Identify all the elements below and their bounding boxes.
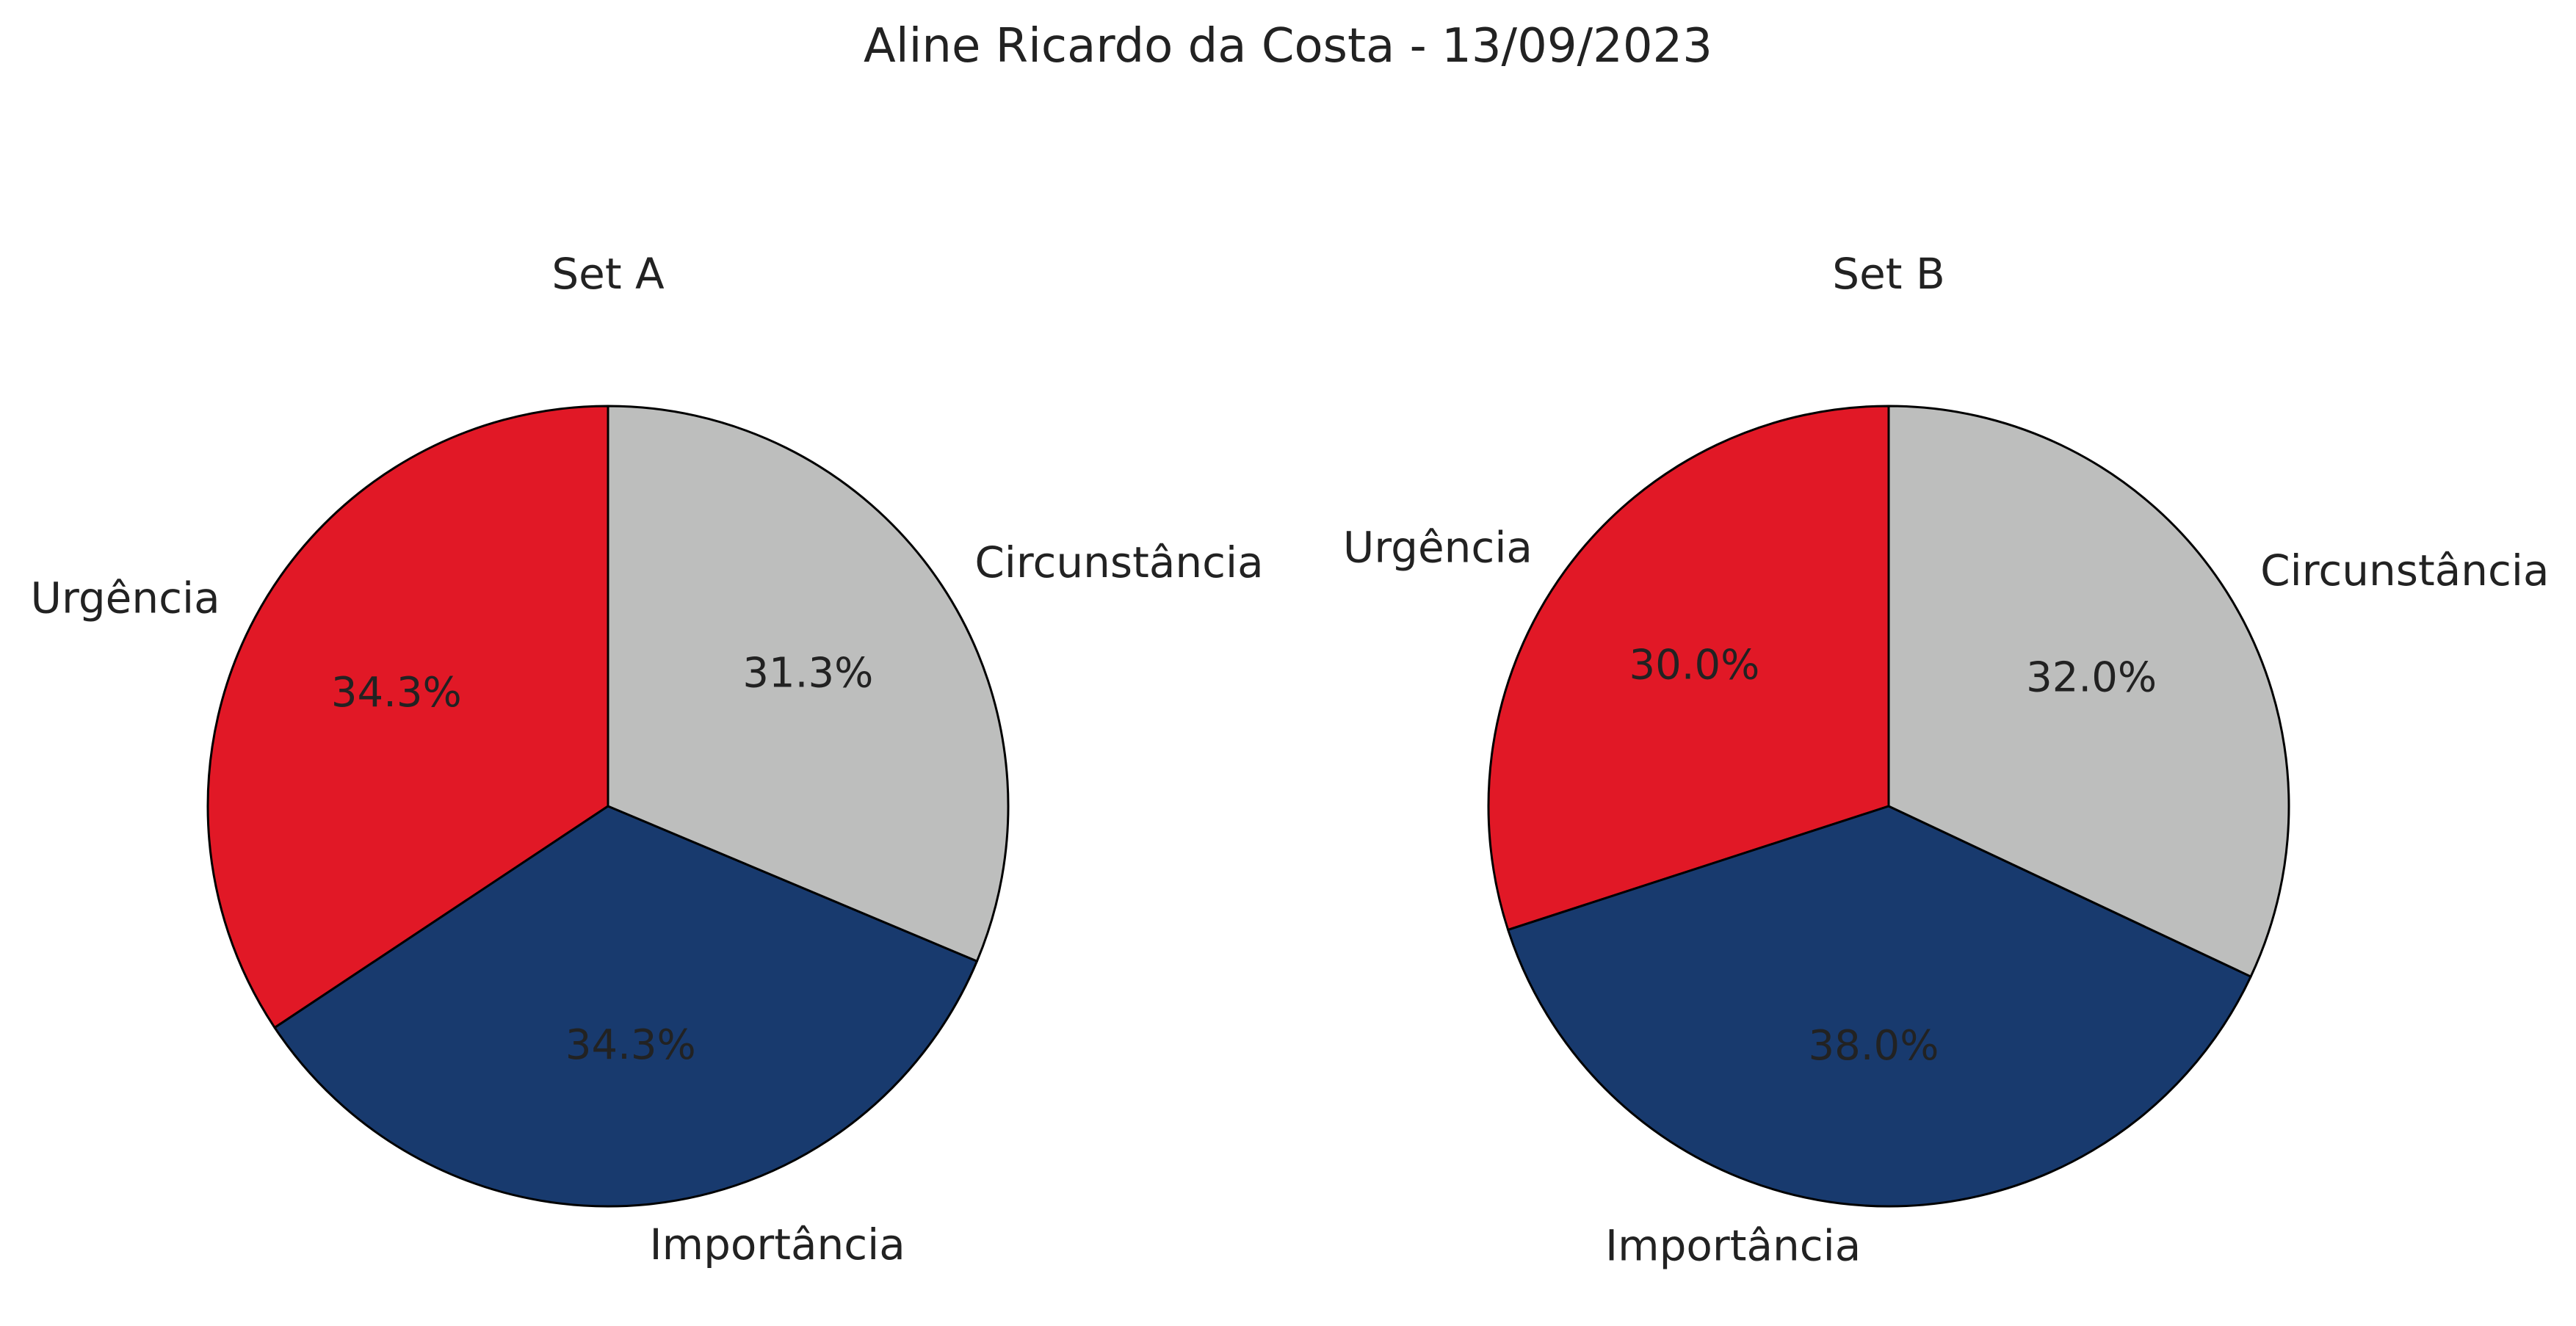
pie-title-set-b: Set B <box>1832 249 1944 299</box>
pie-slice-set-b-urgencia <box>1487 405 1890 931</box>
pie-slice-set-b-importancia <box>1507 805 2252 1208</box>
pie-title-set-a: Set A <box>551 249 665 299</box>
category-label-set-a-urgencia: Urgência <box>31 573 220 623</box>
category-label-set-a-importancia: Importância <box>649 1220 905 1269</box>
pct-label-set-a-circunstancia: 31.3% <box>742 650 873 698</box>
pct-label-set-b-urgencia: 30.0% <box>1629 641 1759 689</box>
pct-label-set-a-urgencia: 34.3% <box>331 669 462 717</box>
figure-title: Aline Ricardo da Costa - 13/09/2023 <box>864 19 1712 73</box>
pie-slice-set-a-importancia <box>273 805 978 1208</box>
labels-set-b: 30.0% Urgência 38.0% Importância 32.0% Circun… <box>1343 523 2550 1271</box>
pie-slice-set-b-circunstancia <box>1887 405 2290 978</box>
pie-chart-set-b: Set B 30.0% Urgência 38.0% Importância 32.0%… <box>1343 249 2550 1270</box>
slices-set-a <box>206 405 1010 1208</box>
pie-chart-set-a: Set A 34.3% Urgência 34.3% Importância 31.3%… <box>31 249 1264 1269</box>
slices-set-b <box>1487 405 2290 1208</box>
pct-label-set-a-importancia: 34.3% <box>565 1021 696 1069</box>
labels-set-a: 34.3% Urgência 34.3% Importância 31.3% Circun… <box>31 537 1264 1269</box>
category-label-set-b-circunstancia: Circunstância <box>2260 546 2549 595</box>
category-label-set-b-urgencia: Urgência <box>1343 523 1533 573</box>
category-label-set-a-circunstancia: Circunstância <box>974 537 1263 587</box>
category-label-set-b-importancia: Importância <box>1605 1220 1861 1270</box>
pct-label-set-b-circunstancia: 32.0% <box>2026 653 2157 701</box>
pie-slice-set-a-circunstancia <box>607 405 1010 963</box>
pct-label-set-b-importancia: 38.0% <box>1809 1022 1939 1070</box>
